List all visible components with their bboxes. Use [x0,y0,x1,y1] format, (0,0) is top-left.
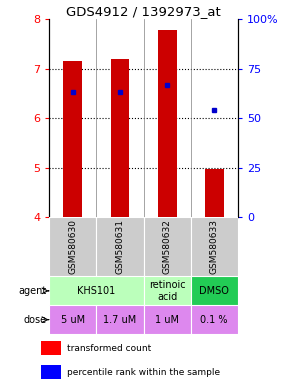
Text: KHS101: KHS101 [77,286,115,296]
Text: dose: dose [24,314,47,325]
Bar [205,169,224,217]
Bar [64,61,82,217]
Bar [110,59,129,217]
Text: agent: agent [19,286,47,296]
Text: retinoic
acid: retinoic acid [149,280,185,302]
Bar [191,217,238,276]
Bar [49,305,96,334]
Bar [49,276,144,305]
Text: 0.1 %: 0.1 % [200,314,228,325]
Text: transformed count: transformed count [67,344,151,353]
Bar [49,217,96,276]
Text: GSM580633: GSM580633 [210,219,219,274]
Bar [144,276,191,305]
Bar [96,217,144,276]
Text: percentile rank within the sample: percentile rank within the sample [67,367,220,377]
Text: 1 uM: 1 uM [155,314,179,325]
Title: GDS4912 / 1392973_at: GDS4912 / 1392973_at [66,5,221,18]
Bar [41,341,61,355]
Bar [158,30,177,217]
Bar [191,276,238,305]
Bar [191,305,238,334]
Bar [144,217,191,276]
Text: GSM580631: GSM580631 [115,219,124,274]
Text: DMSO: DMSO [199,286,229,296]
Bar [144,305,191,334]
Text: GSM580632: GSM580632 [163,219,172,274]
Bar [96,305,144,334]
Text: 5 uM: 5 uM [61,314,85,325]
Bar [41,365,61,379]
Text: 1.7 uM: 1.7 uM [103,314,137,325]
Text: GSM580630: GSM580630 [68,219,77,274]
